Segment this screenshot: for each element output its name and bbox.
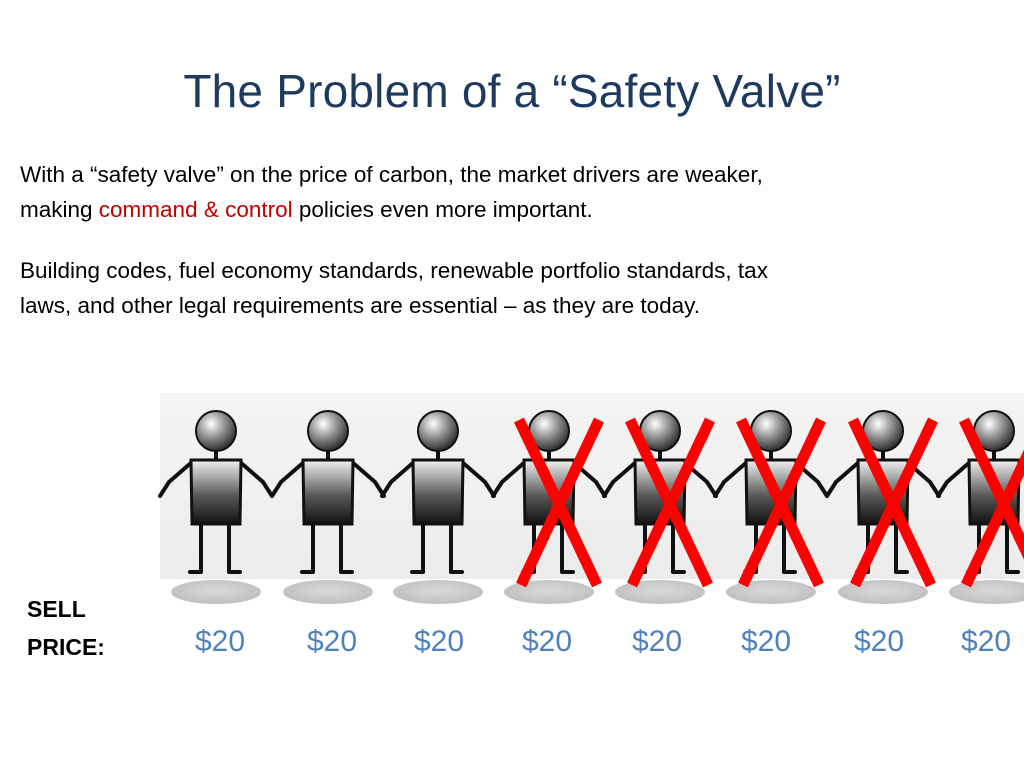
sell-label-line: SELL [27,596,86,622]
text-segment: policies even more important. [292,197,593,222]
person-figure [380,410,496,604]
red-x-mark [514,417,604,588]
sell-price-value: $20 [740,625,792,658]
sell-price-value: $20 [521,625,573,658]
sell-price-value: $20 [960,625,1012,658]
sell-price-value: $20 [194,625,246,658]
red-x-mark [959,417,1024,588]
sell-price-label: SELL PRICE: [27,590,105,666]
sell-price-value: $20 [631,625,683,658]
red-x-mark [848,417,938,588]
sell-price-value: $20 [306,625,358,658]
red-x-mark [736,417,826,588]
person-figure [270,410,386,604]
paragraph-line: Building codes, fuel economy standards, … [20,258,768,283]
sell-price-value: $20 [853,625,905,658]
red-x-mark [625,417,715,588]
paragraph-legal-requirements: Building codes, fuel economy standards, … [20,253,1010,323]
slide-title: The Problem of a “Safety Valve” [183,65,841,117]
person-figure [158,410,274,604]
paragraph-line: making command & control policies even m… [20,192,1010,227]
sell-label-line: PRICE: [27,634,105,660]
paragraph-safety-valve: With a “safety valve” on the price of ca… [20,157,1010,227]
paragraph-line: With a “safety valve” on the price of ca… [20,162,763,187]
sell-price-value: $20 [413,625,465,658]
text-segment: making [20,197,99,222]
highlight-command-control: command & control [98,197,293,222]
paragraph-line: laws, and other legal requirements are e… [20,293,700,318]
